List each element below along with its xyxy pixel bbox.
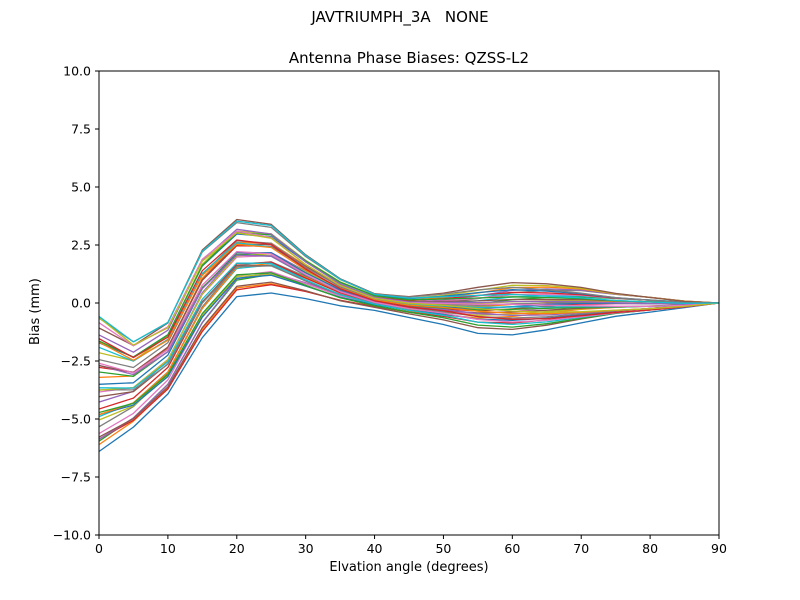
series-bundle bbox=[99, 218, 719, 453]
y-tick-label: −7.5 bbox=[61, 470, 91, 485]
series-line bbox=[99, 239, 719, 359]
x-tick-label: 70 bbox=[573, 541, 589, 556]
x-tick-label: 50 bbox=[435, 541, 451, 556]
x-tick-label: 80 bbox=[642, 541, 658, 556]
y-tick-label: 10.0 bbox=[63, 64, 91, 79]
y-tick-label: 2.5 bbox=[71, 238, 91, 253]
x-tick-label: 10 bbox=[160, 541, 176, 556]
y-tick-label: 5.0 bbox=[71, 180, 91, 195]
x-tick-label: 0 bbox=[95, 541, 103, 556]
series-line bbox=[99, 232, 719, 346]
x-tick-label: 20 bbox=[229, 541, 245, 556]
y-tick-label: 7.5 bbox=[71, 122, 91, 137]
y-axis-label: Bias (mm) bbox=[28, 278, 43, 345]
x-tick-label: 30 bbox=[298, 541, 314, 556]
series-line bbox=[99, 220, 719, 343]
y-tick-label: −2.5 bbox=[61, 354, 91, 369]
y-tick-label: −10.0 bbox=[53, 528, 91, 543]
x-tick-label: 40 bbox=[367, 541, 383, 556]
figure-suptitle: JAVTRIUMPH_3A NONE bbox=[311, 8, 489, 26]
x-tick-label: 60 bbox=[504, 541, 520, 556]
y-tick-label: −5.0 bbox=[61, 412, 91, 427]
x-tick-label: 90 bbox=[711, 541, 727, 556]
series-line bbox=[99, 254, 719, 393]
y-tick-label: 0.0 bbox=[71, 296, 91, 311]
axes-title: Antenna Phase Biases: QZSS-L2 bbox=[288, 49, 530, 67]
x-axis-label: Elvation angle (degrees) bbox=[329, 560, 489, 575]
series-line bbox=[99, 292, 719, 453]
